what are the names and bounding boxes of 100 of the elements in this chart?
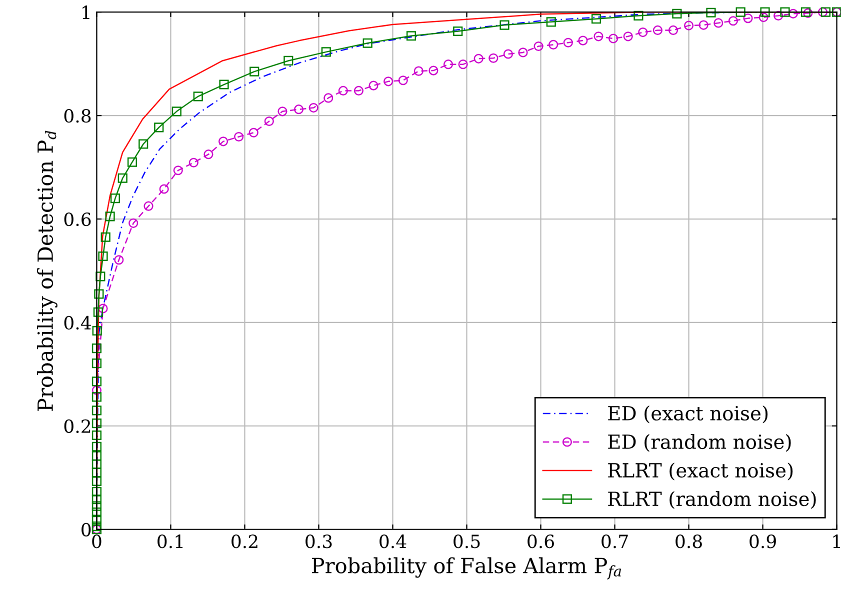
point bbox=[294, 104, 304, 114]
point bbox=[398, 76, 408, 86]
point bbox=[92, 486, 102, 496]
point bbox=[743, 14, 753, 24]
y-tick-label: 0.2 bbox=[64, 419, 90, 434]
point bbox=[94, 289, 104, 299]
point bbox=[458, 60, 468, 70]
point bbox=[684, 20, 694, 30]
point bbox=[354, 86, 364, 96]
point bbox=[92, 385, 102, 396]
point bbox=[308, 103, 318, 113]
point bbox=[321, 47, 331, 57]
point bbox=[384, 76, 394, 86]
point bbox=[92, 514, 102, 524]
point bbox=[518, 48, 528, 58]
x-tick-label: 0.9 bbox=[750, 534, 776, 548]
point bbox=[92, 392, 102, 402]
x-tick-label: 0.4 bbox=[380, 534, 406, 548]
point bbox=[500, 20, 510, 30]
point bbox=[219, 80, 229, 90]
point bbox=[92, 476, 102, 486]
legend-label: ED (exact noise) bbox=[608, 405, 768, 424]
point bbox=[92, 418, 102, 428]
point bbox=[98, 251, 108, 262]
point bbox=[92, 442, 102, 452]
point bbox=[92, 326, 102, 336]
point bbox=[98, 304, 108, 314]
point bbox=[173, 166, 183, 176]
point bbox=[92, 358, 102, 368]
point bbox=[92, 508, 102, 518]
point bbox=[443, 60, 454, 70]
y-tick-label: 0.8 bbox=[64, 109, 91, 123]
point bbox=[534, 41, 544, 52]
point bbox=[591, 14, 602, 24]
point bbox=[159, 184, 169, 194]
point bbox=[760, 7, 770, 17]
point bbox=[110, 194, 120, 204]
point bbox=[800, 7, 811, 17]
point bbox=[820, 7, 830, 17]
point bbox=[728, 16, 738, 26]
x-axis-title: Probability of False Alarm P$_{fa}$ bbox=[312, 557, 622, 580]
point bbox=[338, 86, 348, 96]
point bbox=[278, 106, 288, 116]
point bbox=[114, 255, 124, 265]
point bbox=[488, 53, 498, 63]
point bbox=[100, 232, 110, 242]
point bbox=[780, 7, 790, 17]
point bbox=[128, 218, 138, 228]
point bbox=[474, 54, 484, 64]
point bbox=[188, 158, 198, 168]
point bbox=[503, 49, 513, 59]
point bbox=[546, 17, 556, 27]
point bbox=[414, 66, 424, 76]
point bbox=[92, 494, 102, 504]
point bbox=[284, 56, 294, 66]
point bbox=[93, 307, 103, 317]
point bbox=[634, 10, 644, 21]
x-tick-label: 0.7 bbox=[602, 534, 628, 548]
point bbox=[563, 38, 573, 48]
point bbox=[172, 106, 182, 116]
y-tick-label: 0.6 bbox=[64, 212, 91, 226]
point bbox=[92, 501, 102, 511]
point bbox=[736, 7, 746, 17]
point bbox=[248, 128, 258, 138]
point bbox=[105, 212, 115, 222]
point bbox=[250, 66, 260, 76]
point bbox=[193, 92, 203, 102]
y-tick-label: 0.4 bbox=[64, 316, 91, 330]
point bbox=[758, 12, 768, 22]
legend-label: RLRT (exact noise) bbox=[608, 462, 793, 480]
point bbox=[428, 66, 438, 76]
point bbox=[92, 451, 102, 461]
point bbox=[138, 139, 148, 149]
legend-label: RLRT (random noise) bbox=[608, 491, 816, 509]
point bbox=[652, 25, 662, 35]
point bbox=[548, 40, 558, 50]
point bbox=[92, 459, 102, 469]
point bbox=[218, 136, 228, 146]
point bbox=[96, 272, 106, 282]
x-tick-label: 0.1 bbox=[158, 534, 183, 548]
point bbox=[127, 157, 138, 167]
point bbox=[92, 521, 102, 532]
point bbox=[92, 376, 102, 386]
point bbox=[92, 406, 102, 416]
point bbox=[406, 31, 416, 41]
point bbox=[92, 468, 102, 478]
point bbox=[578, 36, 588, 46]
point bbox=[594, 32, 604, 42]
point bbox=[144, 201, 154, 211]
point bbox=[714, 18, 724, 28]
point bbox=[118, 173, 128, 183]
x-tick-label: 0.3 bbox=[306, 534, 332, 548]
point bbox=[368, 80, 378, 90]
y-tick-label: 1 bbox=[82, 6, 90, 19]
point bbox=[774, 10, 784, 21]
legend-label: ED (random noise) bbox=[608, 434, 791, 452]
point bbox=[608, 34, 618, 44]
y-axis-title: Probability of Detection P$_{d}$ bbox=[36, 130, 58, 411]
point bbox=[668, 25, 678, 35]
x-tick-label: 0.2 bbox=[232, 534, 258, 548]
